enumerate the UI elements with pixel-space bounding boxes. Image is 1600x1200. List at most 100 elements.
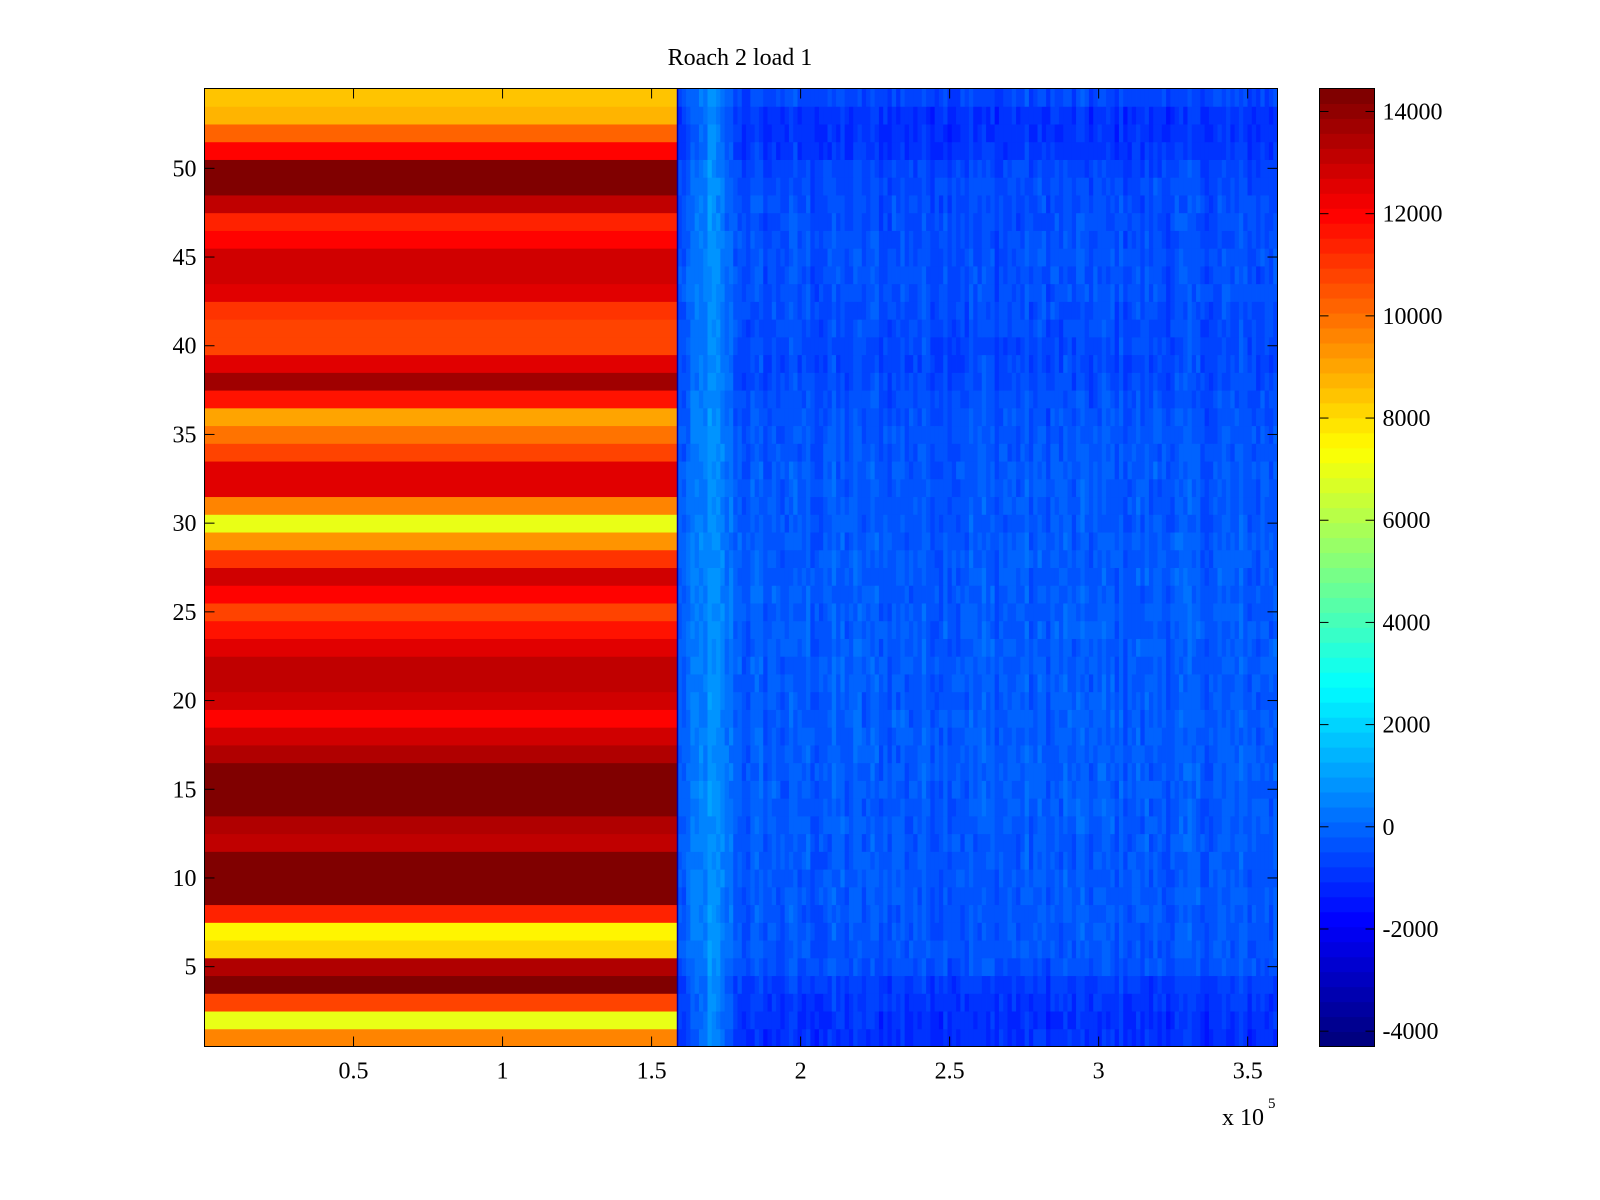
heatmap-cell: [878, 620, 884, 639]
heatmap-cell: [913, 744, 918, 764]
heatmap-cell: [964, 744, 970, 764]
heatmap-cell: [1046, 638, 1051, 657]
heatmap-cell: [698, 709, 704, 728]
heatmap-cell: [1243, 993, 1248, 1012]
heatmap-cell: [1208, 709, 1214, 728]
heatmap-cell: [866, 549, 871, 568]
heatmap-cell: [754, 993, 760, 1012]
heatmap-cell: [1217, 851, 1223, 870]
heatmap-cell: [810, 532, 816, 551]
heatmap-cell: [681, 744, 687, 764]
heatmap-cell: [1071, 993, 1077, 1012]
heatmap-cell: [1046, 656, 1051, 675]
heatmap-cell: [1273, 727, 1278, 746]
heatmap-cell: [1037, 478, 1043, 498]
heatmap-cell: [823, 585, 828, 604]
heatmap-cell: [776, 833, 781, 852]
heatmap-cell: [793, 407, 798, 427]
heatmap-cell: [1243, 549, 1248, 568]
heatmap-cell: [694, 1028, 700, 1047]
heatmap-cell: [1063, 851, 1068, 870]
heatmap-cell: [1196, 425, 1201, 444]
heatmap-cell: [1076, 656, 1081, 675]
heatmap-cell: [1084, 638, 1090, 657]
heatmap-cell: [1221, 1028, 1227, 1047]
heatmap-cell: [840, 940, 846, 959]
heatmap-cell: [1213, 443, 1218, 462]
heatmap-cell: [840, 478, 846, 498]
heatmap-cell: [848, 443, 854, 462]
heatmap-cell: [1024, 496, 1030, 515]
heatmap-cell: [836, 727, 841, 746]
heatmap-cell: [771, 762, 777, 781]
heatmap-cell: [1037, 638, 1043, 657]
heatmap-cell: [891, 478, 897, 498]
heatmap-cell: [1268, 478, 1274, 498]
heatmap-cell: [1256, 602, 1261, 622]
heatmap-cell: [1020, 602, 1026, 622]
heatmap-cell: [1063, 1011, 1068, 1030]
heatmap-cell: [900, 762, 906, 781]
heatmap-cell: [793, 869, 798, 888]
heatmap-cell: [1020, 691, 1026, 710]
heatmap-cell: [1097, 886, 1103, 906]
heatmap-cell: [986, 585, 991, 604]
heatmap-cell: [1268, 496, 1274, 515]
heatmap-cell: [1170, 425, 1176, 444]
heatmap-cell: [956, 496, 961, 515]
heatmap-cell: [1067, 496, 1073, 515]
heatmap-cell: [1127, 922, 1133, 941]
heatmap-cell: [1110, 744, 1116, 764]
heatmap-cell: [1037, 744, 1043, 764]
heatmap-cell: [784, 744, 790, 764]
heatmap-cell: [891, 656, 897, 675]
heatmap-cell: [204, 798, 678, 817]
heatmap-cell: [1243, 869, 1248, 888]
heatmap-cell: [930, 975, 936, 994]
heatmap-cell: [917, 461, 923, 480]
heatmap-cell: [1153, 425, 1158, 444]
heatmap-cell: [1007, 780, 1013, 799]
heatmap-cell: [1067, 443, 1073, 462]
heatmap-cell: [934, 1028, 940, 1047]
heatmap-cell: [900, 744, 906, 764]
heatmap-cell: [908, 656, 914, 675]
heatmap-cell: [986, 691, 991, 710]
heatmap-cell: [720, 957, 726, 977]
heatmap-cell: [1243, 461, 1248, 480]
heatmap-cell: [1204, 1011, 1210, 1030]
heatmap-cell: [1256, 833, 1261, 852]
heatmap-cell: [1028, 780, 1034, 799]
heatmap-cell: [818, 585, 824, 604]
heatmap-cell: [720, 940, 726, 959]
heatmap-cell: [1028, 833, 1034, 852]
heatmap-cell: [1260, 993, 1266, 1012]
heatmap-cell: [831, 585, 837, 604]
heatmap-cell: [1247, 798, 1253, 817]
heatmap-cell: [1178, 514, 1184, 533]
heatmap-cell: [1063, 478, 1068, 498]
heatmap-cell: [1268, 709, 1274, 728]
heatmap-cell: [956, 425, 961, 444]
heatmap-cell: [968, 957, 974, 977]
heatmap-cell: [1127, 940, 1133, 959]
heatmap-cell: [1238, 1028, 1244, 1047]
heatmap-cell: [733, 1011, 738, 1030]
heatmap-cell: [741, 709, 747, 728]
heatmap-cell: [998, 780, 1004, 799]
heatmap-cell: [1011, 940, 1017, 959]
heatmap-cell: [1003, 656, 1008, 675]
heatmap-cell: [934, 638, 940, 657]
heatmap-cell: [913, 780, 918, 799]
heatmap-cell: [1024, 478, 1030, 498]
heatmap-cell: [1093, 620, 1098, 639]
heatmap-cell: [973, 656, 978, 675]
heatmap-cell: [986, 425, 991, 444]
heatmap-cell: [947, 922, 953, 941]
heatmap-cell: [1050, 727, 1056, 746]
heatmap-cell: [1178, 815, 1184, 835]
heatmap-cell: [758, 727, 764, 746]
heatmap-cell: [878, 673, 884, 693]
heatmap-cell: [806, 549, 811, 568]
heatmap-cell: [1020, 780, 1026, 799]
